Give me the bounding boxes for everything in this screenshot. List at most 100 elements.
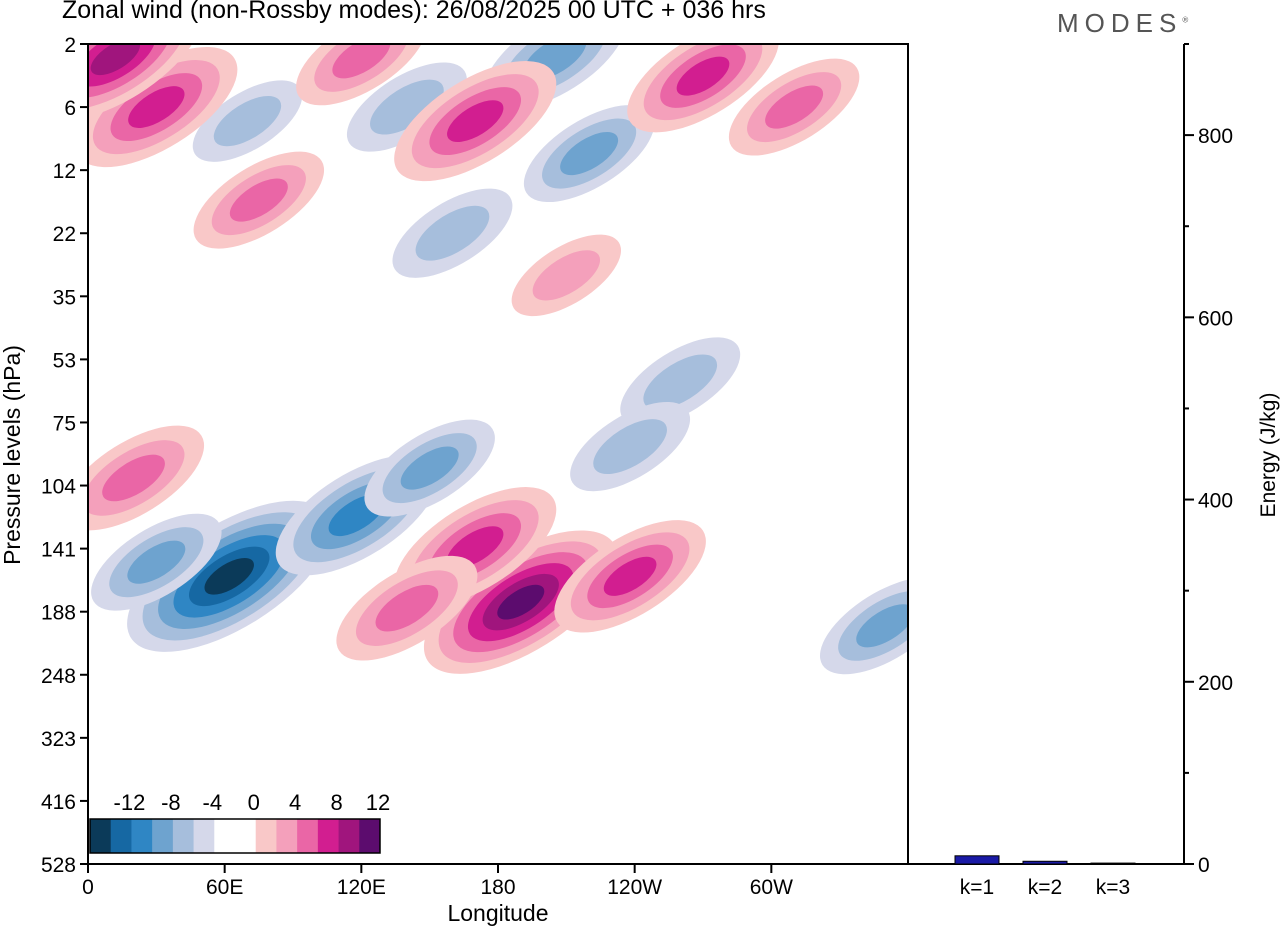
y-tick-label: 416 xyxy=(41,791,76,814)
colorbar-frame xyxy=(89,818,381,854)
heat-blob xyxy=(296,44,427,106)
colorbar-swatch xyxy=(90,819,112,853)
heat-contour xyxy=(676,56,730,96)
x-tick-label: 0 xyxy=(82,876,94,899)
energy-category-label: k=2 xyxy=(1028,876,1062,899)
energy-bar-k=1 xyxy=(954,855,1000,865)
energy-bar-k=3 xyxy=(1090,862,1136,865)
y-tick-label: 141 xyxy=(41,539,76,562)
y-tick-label: 528 xyxy=(41,854,76,877)
heat-blob xyxy=(423,530,618,674)
heat-contour xyxy=(497,584,545,620)
x-axis-label: Longitude xyxy=(447,900,548,926)
y-tick-label: 6 xyxy=(64,97,76,120)
colorbar-label: 0 xyxy=(248,790,260,815)
heat-blob xyxy=(523,105,655,203)
colorbar-label: -12 xyxy=(114,790,146,815)
heat-blob xyxy=(88,44,202,121)
heatmap-field xyxy=(88,44,908,675)
colorbar-swatch xyxy=(235,819,257,853)
colorbar-swatch xyxy=(172,819,194,853)
colorbar: -12 -8 -4 0 4 8 12 xyxy=(89,790,390,854)
y-tick-label: 248 xyxy=(41,665,76,688)
heat-contour xyxy=(127,540,186,584)
heat-blob xyxy=(91,513,222,611)
x-tick-label: 180 xyxy=(480,876,515,899)
heat-contour xyxy=(447,100,504,143)
heat-blob xyxy=(570,402,691,492)
heat-blob xyxy=(392,188,513,278)
heat-blob xyxy=(554,520,706,633)
y-tick-label: 104 xyxy=(41,476,76,499)
heat-contour xyxy=(128,86,185,128)
heat-contour xyxy=(102,454,165,502)
energy-tick-label: 200 xyxy=(1198,672,1233,695)
colorbar-swatch xyxy=(276,819,298,853)
x-tick-label: 120E xyxy=(337,876,386,899)
heat-blob xyxy=(336,555,478,661)
energy-bars: 0 200 400 600 800 k=1 k=2 k=3 xyxy=(907,43,1233,899)
x-tick-label: 60E xyxy=(206,876,243,899)
colorbar-swatch xyxy=(297,819,319,853)
heat-contour xyxy=(856,604,908,648)
x-tick-label: 120W xyxy=(607,876,662,899)
colorbar-label: 8 xyxy=(330,790,342,815)
colorbar-swatch xyxy=(131,819,153,853)
heat-contour xyxy=(375,584,439,632)
heat-blob xyxy=(394,61,557,182)
heat-contour xyxy=(643,354,718,410)
modes-logo: MODES® xyxy=(1057,8,1189,38)
colorbar-swatch xyxy=(338,819,360,853)
colorbar-swatch xyxy=(152,819,174,853)
heat-blob xyxy=(511,234,622,317)
y-tick-label: 12 xyxy=(53,160,76,183)
y-tick-label: 22 xyxy=(53,223,76,246)
y-tick-label: 323 xyxy=(41,728,76,751)
y-tick-label: 53 xyxy=(53,349,76,372)
energy-tick-label: 0 xyxy=(1198,854,1210,877)
heat-contour xyxy=(229,178,288,222)
heat-blob xyxy=(193,151,325,249)
heat-blob xyxy=(346,62,467,152)
energy-tick-label: 600 xyxy=(1198,307,1233,330)
heat-blob xyxy=(728,58,860,156)
heat-contour xyxy=(370,79,444,135)
heat-contour xyxy=(213,96,282,147)
heat-contour xyxy=(90,44,140,76)
colorbar-swatch xyxy=(110,819,132,853)
colorbar-label: -4 xyxy=(203,790,223,815)
y-tick-label: 35 xyxy=(53,286,76,309)
x-tick-label: 60W xyxy=(750,876,793,899)
heat-blob xyxy=(88,425,205,531)
heat-blob xyxy=(819,577,908,675)
colorbar-swatch xyxy=(214,819,236,853)
energy-axis-label: Energy (J/kg) xyxy=(1257,393,1280,518)
heat-contour xyxy=(593,419,667,475)
heat-contour xyxy=(532,250,601,301)
colorbar-swatch xyxy=(193,819,215,853)
y-tick-label: 75 xyxy=(53,412,76,435)
heat-contour xyxy=(603,556,657,596)
y-tick-label: 188 xyxy=(41,602,76,625)
heat-contour xyxy=(560,132,619,176)
chart-title: Zonal wind (non-Rossby modes): 26/08/202… xyxy=(62,0,766,24)
colorbar-swatch xyxy=(359,819,381,853)
colorbar-label: 4 xyxy=(289,790,301,815)
colorbar-swatch xyxy=(317,819,339,853)
colorbar-swatch xyxy=(255,819,277,853)
energy-tick-label: 800 xyxy=(1198,125,1233,148)
colorbar-label: -8 xyxy=(161,790,181,815)
heat-blob xyxy=(88,46,238,168)
heat-contour xyxy=(765,85,824,129)
heat-blob xyxy=(364,419,495,517)
heat-contour xyxy=(204,558,254,595)
energy-tick-label: 400 xyxy=(1198,490,1233,513)
y-axis-label: Pressure levels (hPa) xyxy=(0,345,25,565)
energy-category-label: k=1 xyxy=(960,876,994,899)
heat-blob xyxy=(620,337,741,427)
energy-category-label: k=3 xyxy=(1096,876,1130,899)
heat-blob xyxy=(192,80,303,162)
energy-bar-k=2 xyxy=(1022,860,1068,865)
heat-contour xyxy=(415,205,490,261)
